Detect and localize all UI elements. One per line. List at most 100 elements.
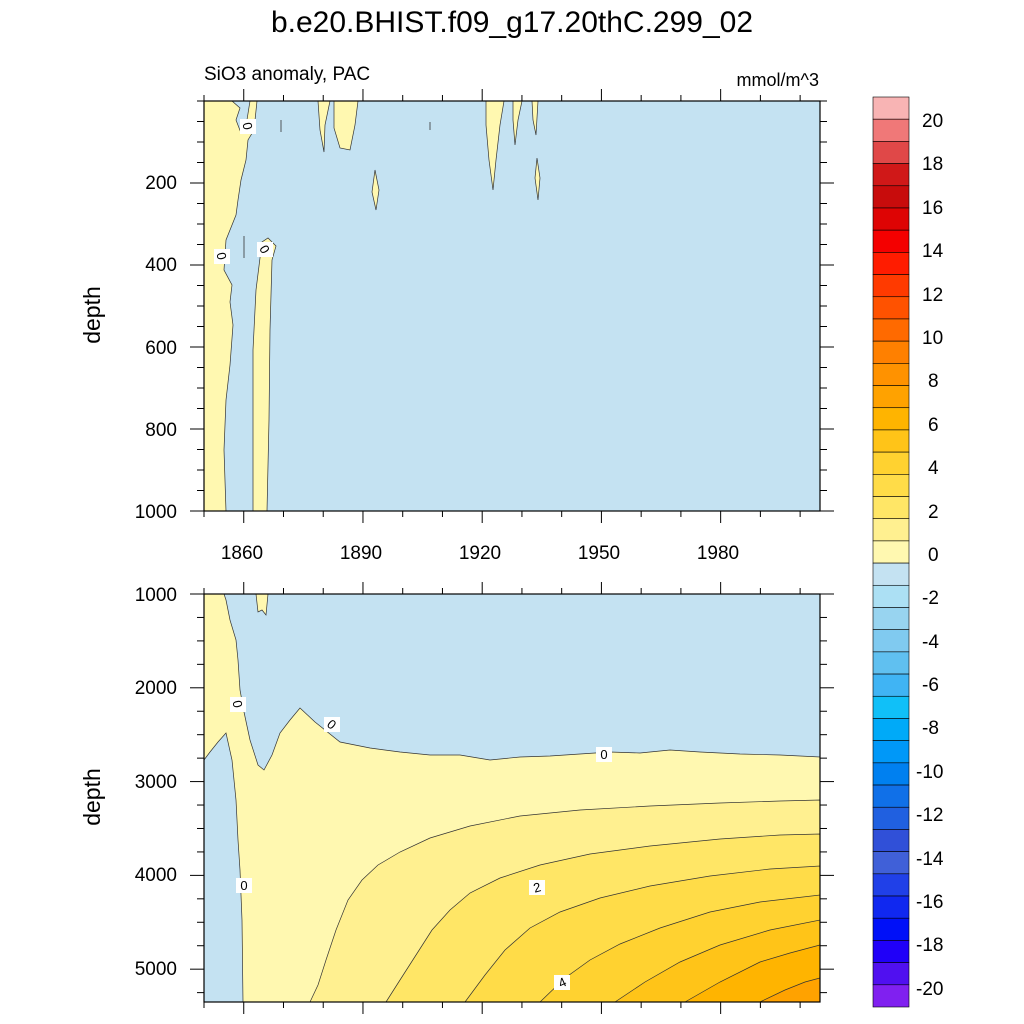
colorbar-swatch [872, 851, 910, 875]
colorbar-tick-label: -20 [916, 979, 943, 1000]
upper-xtick-label: 1980 [697, 543, 739, 564]
upper-positive-region-spike [252, 237, 277, 512]
upper-xtick-label: 1860 [221, 543, 263, 564]
colorbar-swatch [872, 584, 910, 608]
colorbar-tick-label: 0 [928, 545, 939, 566]
colorbar-swatch [872, 518, 910, 542]
upper-positive-region-1935 [534, 157, 541, 201]
colorbar-swatch [872, 229, 910, 253]
lower-ytick-label: 4000 [135, 865, 177, 886]
upper-ytick-label: 800 [145, 420, 177, 441]
colorbar-swatch [872, 895, 910, 919]
colorbar-swatch [872, 118, 910, 142]
colorbar-swatch [872, 740, 910, 764]
upper-axis-ticks [190, 89, 834, 523]
lower-contour-label: 2 [532, 879, 543, 895]
colorbar-tick-label: 2 [928, 502, 939, 523]
colorbar-tick-label: -18 [916, 935, 943, 956]
colorbar-swatch [872, 984, 910, 1008]
colorbar-swatch [872, 718, 910, 741]
lower-contour-label: 0 [229, 699, 245, 709]
colorbar-tick-label: 20 [922, 111, 943, 132]
colorbar-swatch [872, 762, 910, 786]
colorbar-tick-label: -16 [916, 892, 943, 913]
colorbar-tick-label: 4 [928, 458, 939, 479]
colorbar-tick-label: -2 [922, 588, 939, 609]
colorbar-swatch [872, 562, 910, 586]
lower-ytick-label: 5000 [135, 959, 177, 980]
units-label: mmol/m^3 [736, 70, 819, 90]
colorbar-swatch [872, 429, 910, 453]
colorbar-tick-label: -10 [916, 762, 943, 783]
colorbar-swatch [872, 451, 910, 475]
lower-axis-ticks [190, 582, 834, 1014]
lower-ytick-label: 1000 [135, 585, 177, 606]
upper-positive-region-1920s [485, 100, 505, 191]
upper-ytick-label: 1000 [135, 502, 177, 523]
colorbar-tick-label: 12 [922, 285, 943, 306]
colorbar-tick-label: -6 [922, 675, 939, 696]
colorbar-swatch [872, 141, 910, 164]
colorbar-tick-label: -4 [922, 632, 939, 653]
upper-ytick-label: 400 [145, 255, 177, 276]
lower-panel: 0 0 0 0 2 4 1000 2000 3000 4000 5000 dep… [79, 582, 834, 1014]
upper-ytick-label: 200 [145, 173, 177, 194]
colorbar-swatch [872, 96, 910, 120]
colorbar-tick-label: 6 [928, 415, 939, 436]
colorbar-swatch [872, 607, 910, 630]
colorbar-swatch [872, 407, 910, 431]
upper-positive-region-1893 [371, 169, 380, 211]
colorbar-swatch [872, 185, 910, 209]
upper-contour-labels: 0 0 0 [213, 119, 273, 264]
colorbar-swatch [872, 252, 910, 275]
colorbar-tick-label: 16 [922, 198, 943, 219]
colorbar-swatch [872, 318, 910, 342]
lower-ytick-label: 3000 [135, 772, 177, 793]
colorbar [872, 96, 910, 1008]
colorbar-swatch [872, 695, 910, 719]
upper-xtick-label: 1950 [578, 543, 620, 564]
lower-contour-label: 0 [600, 747, 607, 762]
colorbar-tick-label: -12 [916, 805, 943, 826]
colorbar-swatch [872, 496, 910, 520]
colorbar-swatch [872, 474, 910, 497]
colorbar-tick-label: -14 [916, 849, 944, 870]
lower-contour-label: 0 [240, 878, 247, 893]
colorbar-swatch [872, 940, 910, 963]
lower-ytick-label: 2000 [135, 678, 177, 699]
upper-ylabel: depth [79, 286, 105, 344]
colorbar-swatch [872, 540, 910, 564]
colorbar-tick-label: 8 [928, 371, 939, 392]
colorbar-tick-label: -8 [922, 718, 939, 739]
colorbar-swatch [872, 163, 910, 187]
colorbar-swatch [872, 274, 910, 298]
lower-ylabel: depth [79, 768, 105, 826]
colorbar-swatch [872, 651, 910, 675]
colorbar-swatch [872, 629, 910, 653]
colorbar-swatch [872, 296, 910, 320]
colorbar-swatch [872, 385, 910, 409]
upper-ytick-label: 600 [145, 338, 177, 359]
colorbar-swatch [872, 673, 910, 697]
colorbar-swatch [872, 784, 910, 808]
upper-contour-label: 0 [239, 121, 255, 131]
colorbar-swatch [872, 363, 910, 386]
colorbar-tick-label: 18 [922, 154, 943, 175]
lower-contour-labels: 0 0 0 0 2 4 [229, 697, 612, 991]
colorbar-labels: 20 18 16 14 12 10 8 6 4 2 0 -2 -4 -6 -8 … [916, 111, 944, 1000]
colorbar-swatch [872, 873, 910, 897]
colorbar-swatch [872, 806, 910, 830]
upper-xtick-label: 1890 [340, 543, 382, 564]
variable-label: SiO3 anomaly, PAC [204, 64, 371, 85]
colorbar-tick-label: 10 [922, 328, 943, 349]
colorbar-swatch [872, 962, 910, 986]
lower-plot-frame [203, 593, 821, 1003]
upper-contour-label: 0 [213, 251, 229, 261]
upper-xtick-label: 1920 [459, 543, 501, 564]
chart-title: b.e20.BHIST.f09_g17.20thC.299_02 [270, 6, 754, 39]
upper-plot-background [204, 101, 820, 511]
colorbar-swatch [872, 917, 910, 941]
colorbar-swatch [872, 340, 910, 364]
colorbar-swatch [872, 829, 910, 852]
